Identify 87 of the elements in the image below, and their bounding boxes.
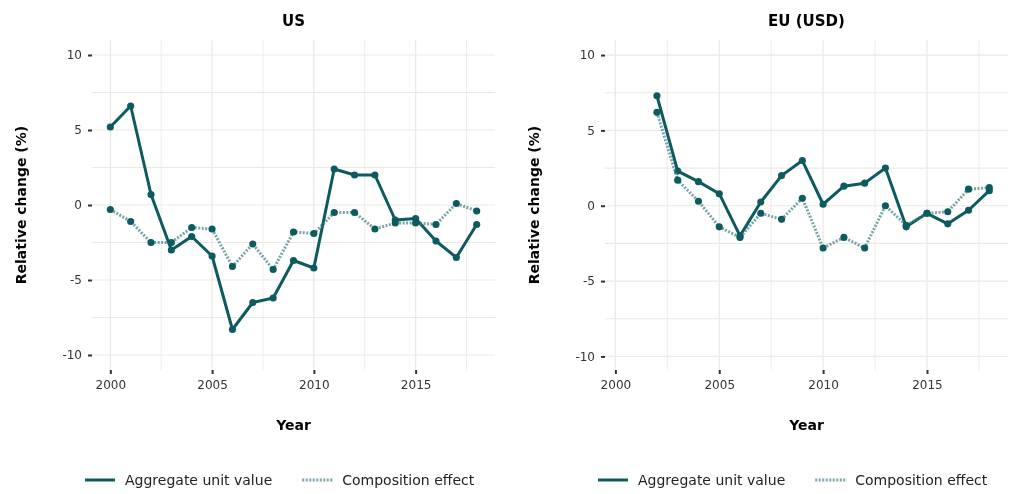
point	[269, 294, 277, 302]
point	[653, 108, 661, 116]
point	[964, 185, 973, 193]
point	[147, 238, 155, 247]
chart-title: EU (USD)	[768, 12, 845, 30]
x-tick-label: 2000	[600, 377, 632, 392]
point	[371, 225, 379, 233]
point	[289, 228, 298, 236]
y-tick-label: -10	[62, 348, 82, 363]
point	[840, 233, 848, 241]
point	[778, 215, 786, 223]
x-tick-label: 2015	[912, 377, 943, 392]
point	[106, 123, 114, 131]
y-tick-label: -10	[575, 349, 595, 364]
point	[412, 219, 420, 227]
legend-label: Composition effect	[342, 472, 475, 488]
point	[452, 253, 460, 262]
point	[269, 265, 277, 274]
point	[188, 232, 196, 241]
point	[249, 298, 257, 307]
x-axis-title: Year	[788, 417, 824, 433]
y-tick-label: 0	[74, 198, 82, 213]
legend-label: Aggregate unit value	[125, 472, 273, 488]
point	[208, 225, 216, 233]
y-tick-label: 5	[587, 123, 595, 138]
point	[757, 198, 765, 206]
x-tick-label: 2000	[95, 377, 127, 392]
point	[964, 206, 973, 214]
x-axis-title: Year	[275, 417, 311, 433]
point	[715, 223, 723, 231]
point	[757, 209, 765, 217]
point	[127, 217, 135, 226]
point	[798, 194, 806, 202]
point	[310, 264, 318, 272]
point	[147, 190, 155, 199]
point	[798, 156, 806, 165]
point	[371, 171, 379, 179]
y-tick-label: 5	[74, 123, 82, 138]
y-axis-title: Relative change (%)	[13, 125, 29, 285]
point	[289, 256, 298, 265]
point	[944, 208, 952, 216]
point	[167, 238, 175, 247]
point	[715, 190, 723, 198]
point	[208, 252, 216, 260]
x-tick-label: 2005	[704, 377, 736, 392]
y-tick-label: 10	[579, 48, 595, 63]
point	[819, 244, 827, 252]
y-tick-label: -5	[70, 273, 82, 288]
point	[473, 220, 481, 229]
point	[881, 164, 890, 172]
point	[674, 176, 682, 184]
point	[778, 172, 786, 180]
point	[127, 102, 135, 110]
point	[167, 246, 175, 254]
y-tick-label: 10	[66, 48, 82, 63]
point	[819, 200, 827, 208]
legend-label: Composition effect	[855, 472, 988, 488]
point	[106, 205, 114, 214]
chart-title: US	[282, 12, 305, 30]
x-tick-label: 2015	[400, 377, 432, 392]
point	[330, 208, 338, 217]
x-tick-label: 2010	[808, 377, 839, 392]
legend-label: Aggregate unit value	[638, 472, 786, 488]
point	[473, 207, 481, 215]
point	[310, 229, 318, 238]
x-tick-label: 2010	[299, 377, 330, 392]
point	[944, 220, 952, 228]
y-tick-label: 0	[587, 199, 595, 214]
point	[432, 220, 440, 229]
x-tick-label: 2005	[197, 377, 228, 392]
point	[694, 178, 703, 186]
y-axis-title: Relative change (%)	[526, 125, 542, 285]
point	[350, 171, 359, 179]
y-tick-label: -5	[583, 274, 595, 289]
point	[861, 179, 869, 187]
point	[452, 199, 460, 208]
point	[653, 92, 661, 100]
point	[330, 165, 338, 173]
point	[249, 240, 257, 248]
point	[432, 237, 440, 245]
point	[188, 223, 196, 232]
point	[350, 208, 359, 217]
point	[840, 182, 848, 190]
point	[228, 262, 237, 271]
point	[881, 202, 890, 210]
point	[861, 244, 869, 252]
point	[694, 197, 703, 205]
